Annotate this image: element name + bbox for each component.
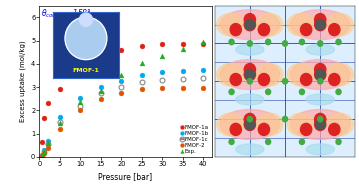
Circle shape	[247, 79, 252, 84]
Ellipse shape	[236, 144, 264, 155]
Circle shape	[230, 74, 241, 86]
Ellipse shape	[306, 94, 334, 105]
Circle shape	[314, 64, 326, 76]
Circle shape	[244, 113, 256, 125]
Ellipse shape	[327, 63, 353, 86]
Ellipse shape	[256, 63, 283, 86]
Ellipse shape	[217, 113, 243, 136]
Ellipse shape	[236, 94, 264, 105]
Circle shape	[318, 41, 323, 46]
Circle shape	[300, 24, 312, 36]
Circle shape	[299, 89, 304, 94]
Circle shape	[314, 14, 326, 26]
Circle shape	[329, 24, 340, 36]
Circle shape	[283, 79, 288, 84]
Circle shape	[229, 139, 234, 144]
Circle shape	[266, 39, 271, 45]
Circle shape	[315, 119, 325, 130]
Circle shape	[315, 69, 325, 80]
Ellipse shape	[287, 13, 314, 36]
Circle shape	[315, 19, 325, 30]
Circle shape	[244, 19, 256, 31]
Circle shape	[258, 74, 270, 86]
Ellipse shape	[256, 113, 283, 136]
Circle shape	[329, 123, 340, 136]
Ellipse shape	[290, 60, 350, 90]
Ellipse shape	[256, 13, 283, 36]
Circle shape	[329, 74, 340, 86]
Circle shape	[314, 68, 326, 81]
Y-axis label: Excess uptake (mol/kg): Excess uptake (mol/kg)	[19, 40, 25, 122]
Circle shape	[229, 89, 234, 94]
Circle shape	[245, 69, 255, 80]
Ellipse shape	[217, 63, 243, 86]
Circle shape	[247, 116, 252, 122]
Ellipse shape	[327, 113, 353, 136]
Circle shape	[299, 39, 304, 45]
Text: $\theta_{contact}$=158°: $\theta_{contact}$=158°	[41, 7, 92, 20]
Circle shape	[283, 116, 288, 122]
Ellipse shape	[306, 44, 334, 55]
Ellipse shape	[290, 10, 350, 40]
Circle shape	[314, 118, 326, 130]
Circle shape	[247, 41, 252, 46]
Circle shape	[300, 123, 312, 136]
Circle shape	[266, 89, 271, 94]
Ellipse shape	[220, 60, 280, 90]
Circle shape	[314, 19, 326, 31]
Ellipse shape	[306, 144, 334, 155]
Circle shape	[318, 79, 323, 84]
Circle shape	[230, 123, 241, 136]
Ellipse shape	[290, 109, 350, 139]
Circle shape	[336, 39, 341, 45]
Circle shape	[336, 139, 341, 144]
Ellipse shape	[220, 109, 280, 139]
Circle shape	[336, 89, 341, 94]
Ellipse shape	[217, 13, 243, 36]
Circle shape	[266, 139, 271, 144]
X-axis label: Pressure [bar]: Pressure [bar]	[98, 173, 153, 182]
Ellipse shape	[287, 113, 314, 136]
Circle shape	[300, 74, 312, 86]
Circle shape	[314, 113, 326, 125]
Circle shape	[245, 19, 255, 30]
Circle shape	[258, 123, 270, 136]
Circle shape	[244, 68, 256, 81]
Circle shape	[229, 39, 234, 45]
Circle shape	[245, 119, 255, 130]
Circle shape	[244, 118, 256, 130]
Ellipse shape	[236, 44, 264, 55]
Circle shape	[244, 64, 256, 76]
Ellipse shape	[327, 13, 353, 36]
Circle shape	[230, 24, 241, 36]
Circle shape	[283, 41, 288, 46]
Circle shape	[318, 116, 323, 122]
Circle shape	[299, 139, 304, 144]
Circle shape	[258, 24, 270, 36]
Ellipse shape	[220, 10, 280, 40]
Ellipse shape	[287, 63, 314, 86]
Circle shape	[244, 14, 256, 26]
Legend: FMOF-1a, FMOF-1b, FMOF-1c, FMOF-2, Exp.: FMOF-1a, FMOF-1b, FMOF-1c, FMOF-2, Exp.	[180, 125, 209, 154]
